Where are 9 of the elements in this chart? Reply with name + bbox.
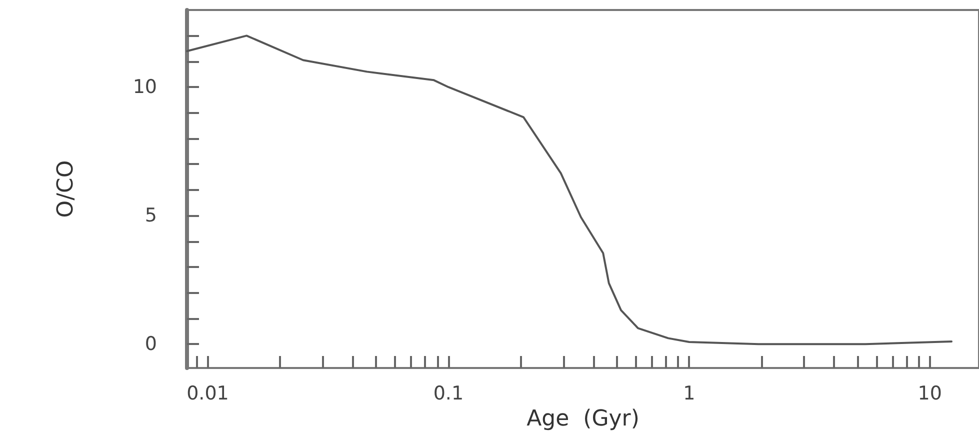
x-tick-label: 10	[918, 382, 942, 404]
x-axis-title: Age (Gyr)	[526, 406, 640, 432]
x-tick-label: 1	[683, 382, 696, 404]
y-tick-label: 0	[144, 333, 157, 356]
x-tick-label: 0.1	[433, 382, 464, 404]
y-tick-label: 5	[144, 204, 157, 227]
y-axis-title: O/CO	[54, 160, 78, 218]
x-tick-label: 0.01	[186, 382, 229, 404]
y-tick-label: 10	[132, 76, 157, 98]
